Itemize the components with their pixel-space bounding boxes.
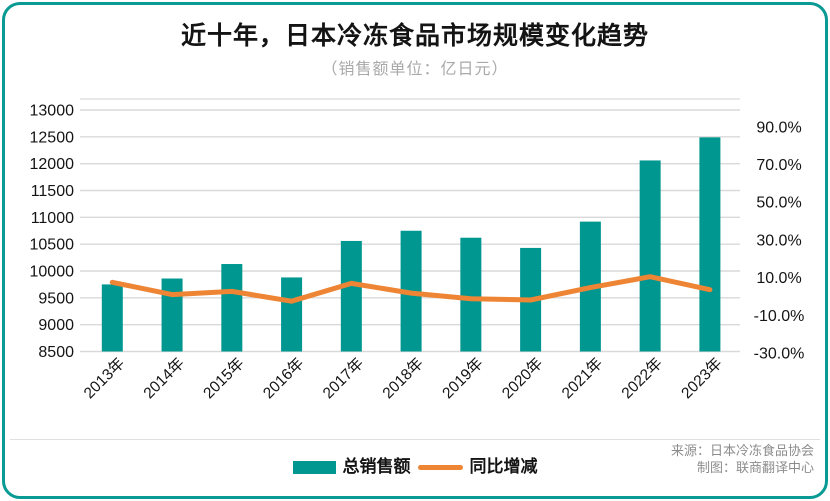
x-axis-label: 2019年 [439, 354, 487, 402]
right-axis-tick: 50.0% [756, 195, 801, 212]
left-axis-tick: 11000 [31, 210, 74, 227]
x-axis-label: 2015年 [200, 354, 248, 402]
left-axis-tick: 9000 [38, 317, 74, 334]
legend: 总销售额 同比增减 [0, 454, 830, 480]
combo-chart: 13000 12500 12000 11500 11000 10500 10000 9500 9… [30, 98, 805, 402]
left-axis-tick: 8500 [38, 344, 74, 361]
x-axis-label: 2018年 [379, 354, 427, 402]
bar-2014年 [161, 278, 183, 352]
right-axis-tick: 90.0% [756, 119, 801, 136]
right-axis-tick: 70.0% [756, 157, 801, 174]
bar-2019年 [460, 237, 482, 352]
legend-line-swatch [417, 464, 463, 470]
x-axis-label: 2014年 [140, 354, 188, 402]
left-axis-tick: 9500 [38, 290, 74, 307]
x-axis-label: 2023年 [678, 354, 726, 402]
bar-2015年 [221, 264, 243, 352]
source-line: 来源：日本冷冻食品协会 [670, 443, 814, 458]
footer-divider [10, 439, 820, 440]
bar-2016年 [281, 277, 303, 352]
source-credit: 来源：日本冷冻食品协会 制图：联商翻译中心 [671, 442, 814, 476]
x-axis-label: 2017年 [319, 354, 367, 402]
chart-title: 近十年，日本冷冻食品市场规模变化趋势 [180, 22, 649, 50]
legend-bar-swatch [292, 460, 336, 474]
x-axis-label: 2022年 [618, 354, 666, 402]
legend-line-label: 同比增减 [469, 457, 538, 476]
left-axis-tick: 11500 [31, 183, 74, 200]
yoy-line [109, 274, 713, 304]
credit-line: 制图：联商翻译中心 [696, 460, 814, 475]
left-axis-tick: 13000 [30, 103, 75, 120]
bar-2022年 [639, 160, 661, 352]
right-axis-tick: 30.0% [756, 232, 801, 249]
right-axis-tick: -30.0% [754, 346, 805, 363]
bar-2017年 [340, 240, 362, 352]
left-axis-tick: 12500 [30, 129, 75, 146]
x-axis-label: 2016年 [259, 354, 307, 402]
right-axis-tick: -10.0% [754, 308, 805, 325]
x-axis-label: 2021年 [558, 354, 606, 402]
right-axis-tick: 10.0% [756, 270, 801, 287]
x-axis-label: 2020年 [498, 354, 546, 402]
left-axis-tick: 12000 [30, 156, 75, 173]
bar-2013年 [101, 284, 123, 352]
left-axis-tick: 10500 [30, 237, 75, 254]
bar-2023年 [699, 137, 721, 352]
x-axis-label: 2013年 [80, 354, 128, 402]
legend-bar-label: 总销售额 [342, 457, 411, 476]
chart-subtitle: （销售额单位：亿日元） [321, 61, 509, 78]
left-axis-tick: 10000 [30, 264, 75, 281]
